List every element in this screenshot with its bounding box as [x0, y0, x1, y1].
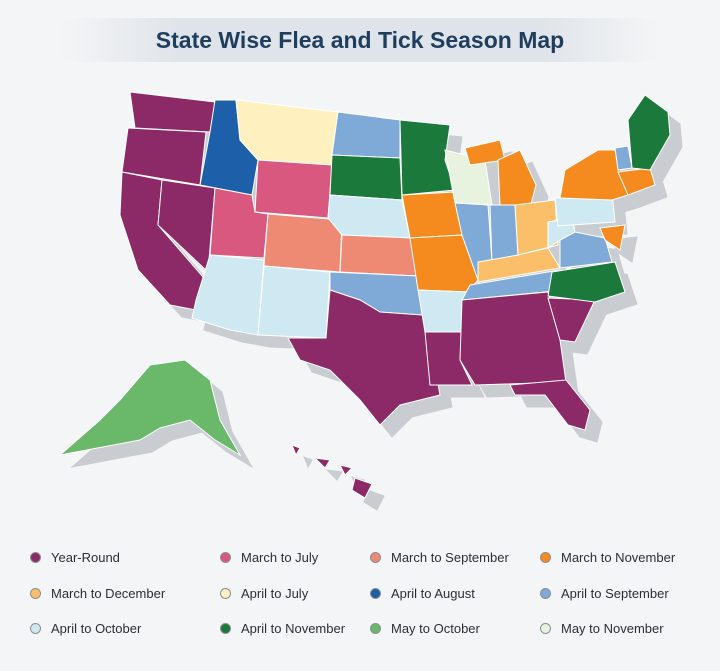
- legend-swatch: [540, 623, 551, 634]
- legend-label: March to December: [51, 586, 166, 601]
- legend-swatch: [540, 588, 551, 599]
- state: [614, 145, 633, 171]
- state: [58, 359, 242, 457]
- legend-item: April to July: [220, 586, 308, 601]
- state: [191, 254, 265, 336]
- legend-item: April to October: [30, 621, 141, 636]
- legend-label: April to October: [51, 621, 142, 636]
- us-map: [58, 91, 671, 499]
- state: [514, 199, 559, 256]
- legend-item: April to August: [370, 586, 475, 601]
- state: [547, 261, 626, 303]
- legend-item: Year-Round: [30, 550, 120, 565]
- state: [257, 265, 331, 339]
- legend-label: March to November: [561, 550, 676, 565]
- state: [254, 159, 333, 219]
- legend-swatch: [370, 588, 381, 599]
- state: [339, 464, 353, 476]
- legend-swatch: [220, 552, 231, 563]
- state: [599, 224, 626, 251]
- state: [401, 191, 463, 239]
- legend-label: April to August: [391, 586, 475, 601]
- legend-label: Year-Round: [51, 550, 120, 565]
- legend-label: April to September: [561, 586, 669, 601]
- legend-label: March to July: [241, 550, 319, 565]
- map: [58, 91, 671, 499]
- legend-label: March to September: [391, 550, 509, 565]
- legend-swatch: [30, 623, 41, 634]
- legend-label: April to November: [241, 621, 346, 636]
- legend-swatch: [220, 623, 231, 634]
- legend-swatch: [540, 552, 551, 563]
- legend-item: March to September: [370, 550, 509, 565]
- state: [339, 234, 419, 277]
- state: [617, 167, 656, 196]
- legend-swatch: [370, 623, 381, 634]
- state: [327, 194, 411, 239]
- legend-swatch: [370, 552, 381, 563]
- state: [497, 149, 537, 209]
- state: [489, 204, 519, 263]
- legend-item: March to July: [220, 550, 318, 565]
- legend-item: March to November: [540, 550, 675, 565]
- legend-label: May to October: [391, 621, 480, 636]
- legend-item: April to November: [220, 621, 345, 636]
- state: [287, 289, 441, 426]
- legend-item: April to September: [540, 586, 669, 601]
- state: [329, 154, 403, 201]
- legend-swatch: [220, 588, 231, 599]
- state: [331, 111, 401, 159]
- legend-item: March to December: [30, 586, 165, 601]
- state: [351, 477, 373, 499]
- state: [477, 247, 561, 283]
- legend-swatch: [30, 588, 41, 599]
- legend-item: May to October: [370, 621, 480, 636]
- state: [313, 457, 331, 469]
- state: [291, 444, 301, 457]
- state: [509, 379, 591, 431]
- legend-label: May to November: [561, 621, 664, 636]
- title: State Wise Flea and Tick Season Map: [60, 18, 660, 62]
- legend-label: April to July: [241, 586, 309, 601]
- state: [263, 213, 343, 273]
- legend-item: May to November: [540, 621, 664, 636]
- legend-swatch: [30, 552, 41, 563]
- state: [417, 289, 469, 333]
- state: [129, 91, 216, 133]
- state: [627, 94, 671, 171]
